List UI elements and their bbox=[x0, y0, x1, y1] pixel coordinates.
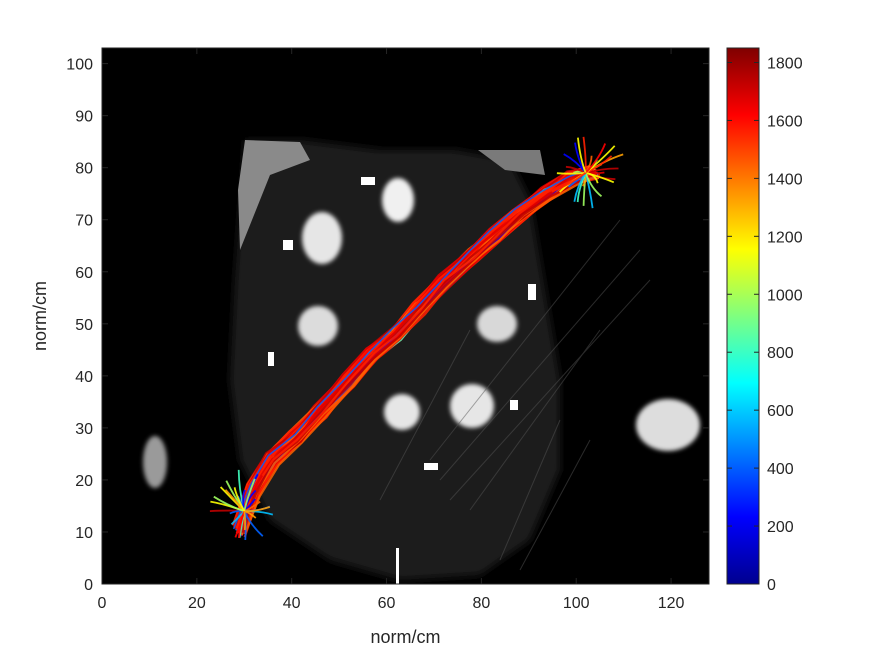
y-tick-label: 30 bbox=[75, 421, 93, 438]
x-tick-label: 40 bbox=[283, 595, 301, 612]
side-structure bbox=[143, 436, 167, 488]
x-tick-label: 0 bbox=[98, 595, 107, 612]
bright-blob bbox=[477, 306, 517, 342]
trajectory-track bbox=[232, 166, 595, 530]
colorbar-tick-label: 200 bbox=[767, 519, 794, 536]
trajectory-spur bbox=[585, 172, 615, 184]
x-tick-label: 80 bbox=[472, 595, 490, 612]
marker bbox=[396, 548, 399, 584]
colorbar-tick-label: 1000 bbox=[767, 287, 803, 304]
y-tick-label: 90 bbox=[75, 109, 93, 126]
ct-streaks bbox=[379, 219, 651, 571]
y-tick-label: 10 bbox=[75, 525, 93, 542]
marker bbox=[424, 463, 438, 470]
marker bbox=[283, 240, 293, 250]
plot-area bbox=[102, 48, 709, 584]
trajectory-spur bbox=[584, 172, 603, 198]
y-tick-label: 20 bbox=[75, 473, 93, 490]
y-tick-label: 80 bbox=[75, 161, 93, 178]
x-axis-label: norm/cm bbox=[370, 627, 440, 647]
trajectory-spur bbox=[556, 172, 586, 175]
trajectory-bundle bbox=[209, 136, 624, 541]
y-tick-label: 50 bbox=[75, 317, 93, 334]
marker bbox=[528, 284, 536, 300]
y-tick-label: 70 bbox=[75, 213, 93, 230]
colorbar-tick-label: 600 bbox=[767, 403, 794, 420]
trajectory-spur bbox=[551, 172, 587, 193]
bright-blob bbox=[636, 399, 700, 451]
colorbar-tick-label: 0 bbox=[767, 577, 776, 594]
trajectory-spur bbox=[243, 478, 256, 512]
y-axis: 0 10 20 30 40 50 60 70 80 90 100 bbox=[66, 57, 709, 594]
x-tick-label: 120 bbox=[658, 595, 685, 612]
axes-box bbox=[101, 47, 710, 585]
y-axis-label: norm/cm bbox=[30, 281, 50, 351]
upper-left-structure bbox=[238, 140, 310, 250]
trajectory-spur bbox=[573, 172, 587, 202]
colorbar-tick-label: 1200 bbox=[767, 229, 803, 246]
trajectory-spur bbox=[582, 136, 587, 173]
x-tick-label: 100 bbox=[563, 595, 590, 612]
trajectory-spur bbox=[244, 506, 271, 513]
y-tick-label: 60 bbox=[75, 265, 93, 282]
trajectory-spur bbox=[585, 143, 607, 174]
colorbar-axis: 0 200 400 600 800 1000 1200 1400 1600 1800 bbox=[727, 55, 803, 594]
colorbar-tick-label: 1600 bbox=[767, 113, 803, 130]
x-tick-label: 20 bbox=[188, 595, 206, 612]
trajectory-spur bbox=[577, 137, 587, 174]
trajectory-spur bbox=[243, 510, 247, 531]
trajectory-spur bbox=[233, 487, 246, 512]
colorbar-tick-label: 800 bbox=[767, 345, 794, 362]
bright-blob bbox=[302, 212, 342, 264]
colorbar-tick-label: 1400 bbox=[767, 171, 803, 188]
y-tick-label: 100 bbox=[66, 57, 93, 74]
trajectory-spur bbox=[565, 165, 587, 174]
y-tick-label: 40 bbox=[75, 369, 93, 386]
marker bbox=[361, 177, 375, 185]
x-axis: 0 20 40 60 80 100 120 bbox=[98, 48, 685, 612]
trajectory-track bbox=[239, 171, 598, 533]
bright-blob bbox=[384, 394, 420, 430]
colorbar bbox=[726, 47, 760, 585]
bright-blob bbox=[298, 306, 338, 346]
bright-blob bbox=[450, 384, 494, 428]
upper-right-structure bbox=[478, 150, 545, 175]
y-tick-label: 0 bbox=[84, 577, 93, 594]
bright-blob bbox=[382, 178, 414, 222]
marker bbox=[268, 352, 274, 366]
colorbar-tick-label: 1800 bbox=[767, 55, 803, 72]
colorbar-tick-label: 400 bbox=[767, 461, 794, 478]
trajectory-spur bbox=[213, 495, 245, 512]
marker bbox=[510, 400, 518, 410]
x-tick-label: 60 bbox=[378, 595, 396, 612]
